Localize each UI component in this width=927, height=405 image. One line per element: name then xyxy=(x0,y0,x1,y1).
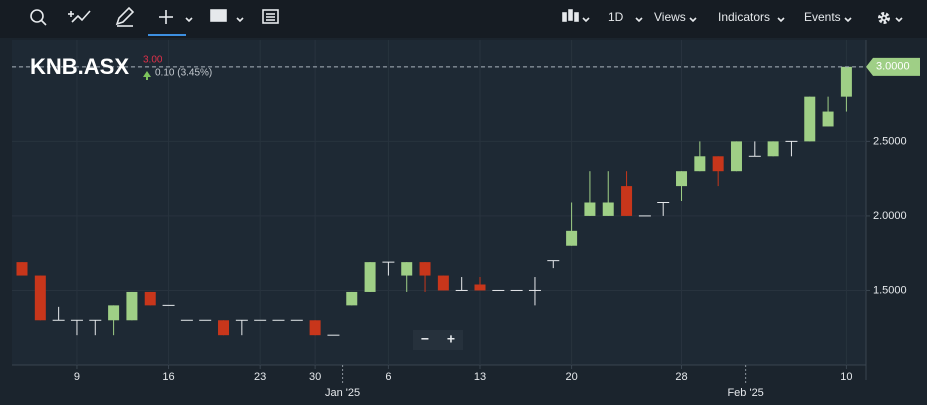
candle-body xyxy=(474,284,486,291)
list-icon[interactable] xyxy=(262,9,279,24)
candle-body xyxy=(694,156,706,172)
candle-body xyxy=(602,202,614,216)
last-price-label: 3.0000 xyxy=(876,61,910,73)
x-tick-label: 13 xyxy=(474,371,486,383)
candle-body xyxy=(621,186,633,216)
candle-body xyxy=(676,171,688,187)
candle-body xyxy=(730,141,742,172)
quote-price: 3.00 xyxy=(143,55,163,66)
zoom-out[interactable]: − xyxy=(421,331,429,347)
views-button[interactable]: Views xyxy=(654,10,686,24)
candle-body xyxy=(126,291,138,321)
zoom-in[interactable]: + xyxy=(447,331,455,347)
candles xyxy=(16,66,852,336)
comment-icon[interactable] xyxy=(210,9,244,23)
chevron xyxy=(777,17,785,23)
candle-body xyxy=(566,230,578,246)
candle-body xyxy=(34,275,46,321)
month-label: Feb '25 xyxy=(727,387,763,399)
candle-body xyxy=(16,262,28,276)
candle-body xyxy=(822,111,834,127)
chevron xyxy=(689,17,697,23)
candle-body xyxy=(419,262,431,276)
candle-body xyxy=(584,202,596,216)
toolbar-icons xyxy=(30,6,903,36)
indicator-icon[interactable] xyxy=(68,10,91,23)
axes: 1.5000 2.0000 2.5000 3.0000 9 16 23 30 6 13 20 28 10… xyxy=(12,57,920,399)
zoom-control xyxy=(413,330,463,350)
candle-body xyxy=(144,291,156,306)
search-icon[interactable] xyxy=(30,9,47,26)
settings-icon[interactable] xyxy=(878,12,903,24)
x-tick-label: 23 xyxy=(254,371,266,383)
candle-body xyxy=(346,291,358,306)
interval-button[interactable]: 1D xyxy=(608,10,624,24)
candle-body xyxy=(108,305,120,321)
toolbar xyxy=(0,0,927,38)
candle-body xyxy=(712,156,724,172)
month-label: Jan '25 xyxy=(325,387,360,399)
candle-body xyxy=(309,320,321,336)
x-tick-label: 16 xyxy=(162,371,174,383)
candle-body xyxy=(437,275,449,291)
x-tick-label: 28 xyxy=(675,371,687,383)
x-tick-label: 20 xyxy=(565,371,577,383)
symbol: KNB.ASX xyxy=(30,54,129,79)
candle-body xyxy=(401,262,413,276)
candle-body xyxy=(767,141,779,157)
quote-change: 0.10 (3.45%) xyxy=(155,68,212,79)
x-tick-label: 10 xyxy=(840,371,852,383)
y-tick-label: 2.5000 xyxy=(873,135,907,147)
last-price-tag xyxy=(866,57,920,76)
up-arrow xyxy=(143,71,151,80)
y-tick-label: 2.0000 xyxy=(873,210,907,222)
chevron xyxy=(635,17,643,23)
crosshair-icon[interactable] xyxy=(159,10,193,24)
indicators-button[interactable]: Indicators xyxy=(718,10,770,24)
x-tick-label: 30 xyxy=(309,371,321,383)
candle-body xyxy=(218,320,230,336)
events-button[interactable]: Events xyxy=(804,10,841,24)
x-tick-label: 6 xyxy=(385,371,391,383)
candle-body xyxy=(364,262,376,292)
draw-icon[interactable] xyxy=(115,6,135,27)
chart-type-icon[interactable] xyxy=(562,9,590,23)
candle-body xyxy=(804,96,816,142)
x-tick-label: 9 xyxy=(74,371,80,383)
candle-body xyxy=(840,66,852,97)
plot-area xyxy=(12,40,866,365)
y-tick-label: 1.5000 xyxy=(873,284,907,296)
chevron xyxy=(844,17,852,23)
